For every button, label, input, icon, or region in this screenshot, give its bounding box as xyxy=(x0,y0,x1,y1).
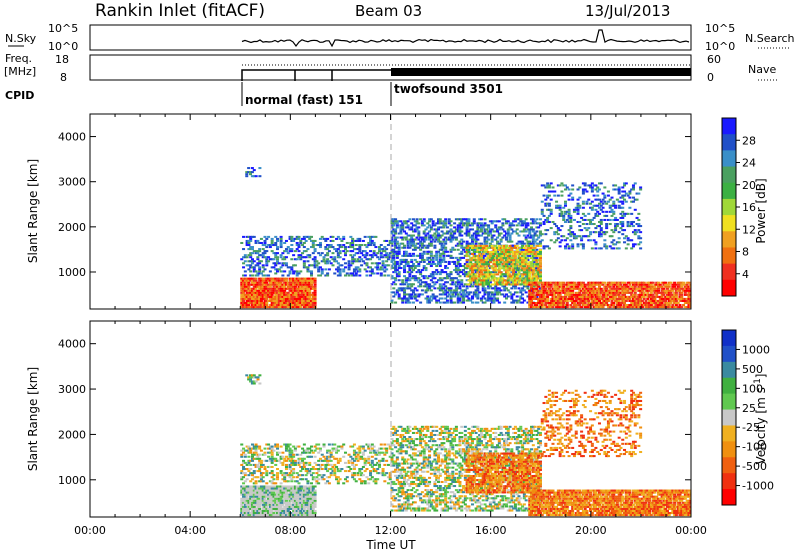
colorbar-swatch xyxy=(722,118,736,135)
colorbar-tick-label: 25 xyxy=(742,402,756,415)
colorbar-tick-label: -1000 xyxy=(742,480,774,493)
cpid-mode-1: normal (fast) 151 xyxy=(245,93,363,107)
colorbar-tick-label: 8 xyxy=(742,246,749,259)
y-tick-label: 4000 xyxy=(58,131,86,144)
power-colorbar: 4 8 12 16 20 24 28 xyxy=(721,117,756,297)
colorbar-swatch xyxy=(722,215,736,232)
colorbar-swatch xyxy=(722,441,736,458)
beam-title: Beam 03 xyxy=(355,2,422,20)
nsky-label: N.Sky xyxy=(5,32,37,45)
colorbar-tick-label: 16 xyxy=(742,201,756,214)
colorbar-tick-label: 24 xyxy=(742,157,756,170)
nave-tick-top: 60 xyxy=(707,53,721,66)
nsky-strip: N.Sky 10^5 10^0 10^5 10^0 N.Search xyxy=(5,22,795,53)
velocity-x-ticks: 00:00 04:00 08:00 12:00 16:00 20:00 00:00 xyxy=(74,114,707,537)
colorbar-swatch xyxy=(722,377,736,395)
colorbar-swatch xyxy=(722,166,736,184)
nsearch-tick-top: 10^5 xyxy=(705,22,735,35)
nave-label: Nave xyxy=(748,63,776,76)
cpid-label: CPID xyxy=(5,89,34,102)
colorbar-tick-label: -25 xyxy=(742,421,760,434)
x-tick-label: 04:00 xyxy=(174,524,206,537)
y-tick-label: 3000 xyxy=(58,383,86,396)
colorbar-tick-label: 500 xyxy=(742,363,763,376)
nsky-tick-bottom: 10^0 xyxy=(48,40,78,53)
colorbar-swatch xyxy=(722,279,736,297)
colorbar-tick-label: 1000 xyxy=(742,343,770,356)
y-tick-label: 1000 xyxy=(58,474,86,487)
x-tick-label: 08:00 xyxy=(274,524,306,537)
velocity-y-ticks: 1000 2000 3000 4000 xyxy=(58,338,691,487)
date-title: 13/Jul/2013 xyxy=(585,2,670,20)
colorbar-swatch xyxy=(722,425,736,442)
colorbar-swatch xyxy=(722,182,736,200)
x-tick-label: 16:00 xyxy=(475,524,507,537)
y-tick-label: 2000 xyxy=(58,221,86,234)
velocity-colorbar: 1000 500 100 25 -25 -100 -500 -1000 xyxy=(721,329,774,506)
colorbar-tick-label: 12 xyxy=(742,223,756,236)
cpid-strip: CPID normal (fast) 151 twofsound 3501 xyxy=(5,82,503,107)
colorbar-swatch xyxy=(722,345,736,363)
colorbar-swatch xyxy=(722,361,736,379)
colorbar-tick-label: -100 xyxy=(742,441,767,454)
colorbar-tick-label: 100 xyxy=(742,382,763,395)
colorbar-swatch xyxy=(722,263,736,281)
colorbar-tick-label: 20 xyxy=(742,179,756,192)
x-tick-label: 20:00 xyxy=(575,524,607,537)
y-tick-label: 1000 xyxy=(58,266,86,279)
nsky-tick-top: 10^5 xyxy=(48,22,78,35)
colorbar-tick-label: 28 xyxy=(742,134,756,147)
velocity-ylabel: Slant Range [km] xyxy=(26,367,40,471)
velocity-colorbar-label: Velocity [m s-1] xyxy=(753,374,768,465)
y-tick-label: 2000 xyxy=(58,428,86,441)
freq-label: Freq. xyxy=(5,52,32,65)
x-tick-label: 12:00 xyxy=(375,524,407,537)
colorbar-swatch xyxy=(722,409,736,426)
colorbar-tick-label: 4 xyxy=(742,268,749,281)
colorbar-swatch xyxy=(722,247,736,265)
colorbar-swatch xyxy=(722,330,736,347)
x-tick-label: 00:00 xyxy=(74,524,106,537)
nsky-trace xyxy=(241,29,690,48)
nave-tick-bottom: 0 xyxy=(707,71,714,84)
freq-tick-top: 18 xyxy=(55,53,69,66)
cpid-mode-2: twofsound 3501 xyxy=(394,82,503,96)
y-tick-label: 4000 xyxy=(58,338,86,351)
colorbar-swatch xyxy=(722,198,736,216)
colorbar-tick-label: -500 xyxy=(742,460,767,473)
power-panel: 1000 2000 3000 4000 Slant Range [km] 4 8 12 16… xyxy=(26,113,768,310)
colorbar-swatch xyxy=(722,150,736,168)
freq-strip: Freq. [MHz] 18 8 60 0 Nave xyxy=(4,52,778,84)
station-title: Rankin Inlet (fitACF) xyxy=(95,1,265,21)
colorbar-swatch xyxy=(722,231,736,248)
colorbar-swatch xyxy=(722,457,736,474)
freq-tick-bottom: 8 xyxy=(60,71,67,84)
nsearch-tick-bottom: 10^0 xyxy=(705,40,735,53)
colorbar-swatch xyxy=(722,473,736,490)
colorbar-swatch xyxy=(722,489,736,506)
velocity-heatmap-cells xyxy=(240,374,691,517)
colorbar-swatch xyxy=(722,393,736,411)
power-ylabel: Slant Range [km] xyxy=(26,159,40,263)
power-heatmap-cells xyxy=(240,167,691,309)
freq-unit-label: [MHz] xyxy=(4,65,36,78)
x-tick-label: 00:00 xyxy=(675,524,707,537)
power-y-ticks: 1000 2000 3000 4000 xyxy=(58,131,691,279)
nsearch-label: N.Search xyxy=(745,32,795,45)
velocity-xlabel: Time UT xyxy=(365,538,416,552)
y-tick-label: 3000 xyxy=(58,176,86,189)
power-colorbar-label: Power [dB] xyxy=(754,178,768,243)
colorbar-swatch xyxy=(722,134,736,151)
